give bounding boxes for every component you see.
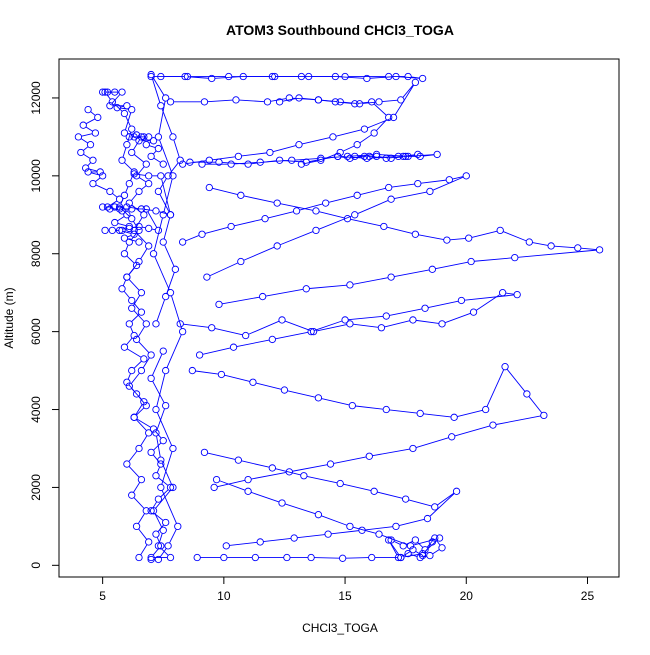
series-line-segment	[314, 558, 339, 559]
y-tick-label: 10000	[29, 159, 43, 193]
x-tick-label: 10	[217, 589, 231, 603]
y-tick-label: 6000	[29, 318, 43, 345]
x-tick-label: 15	[338, 589, 352, 603]
x-tick-label: 25	[581, 589, 595, 603]
x-tick-label: 5	[99, 589, 106, 603]
y-tick-label: 2000	[29, 474, 43, 501]
y-tick-label: 0	[29, 562, 43, 569]
series-line-segment	[346, 558, 369, 559]
y-tick-label: 8000	[29, 240, 43, 267]
chart-title: ATOM3 Southbound CHCl3_TOGA	[226, 22, 454, 38]
y-axis-label: Altitude (m)	[2, 287, 16, 348]
x-axis-label: CHCl3_TOGA	[302, 621, 378, 635]
x-tick-label: 20	[460, 589, 474, 603]
y-tick-label: 4000	[29, 396, 43, 423]
y-tick-label: 12000	[29, 81, 43, 115]
